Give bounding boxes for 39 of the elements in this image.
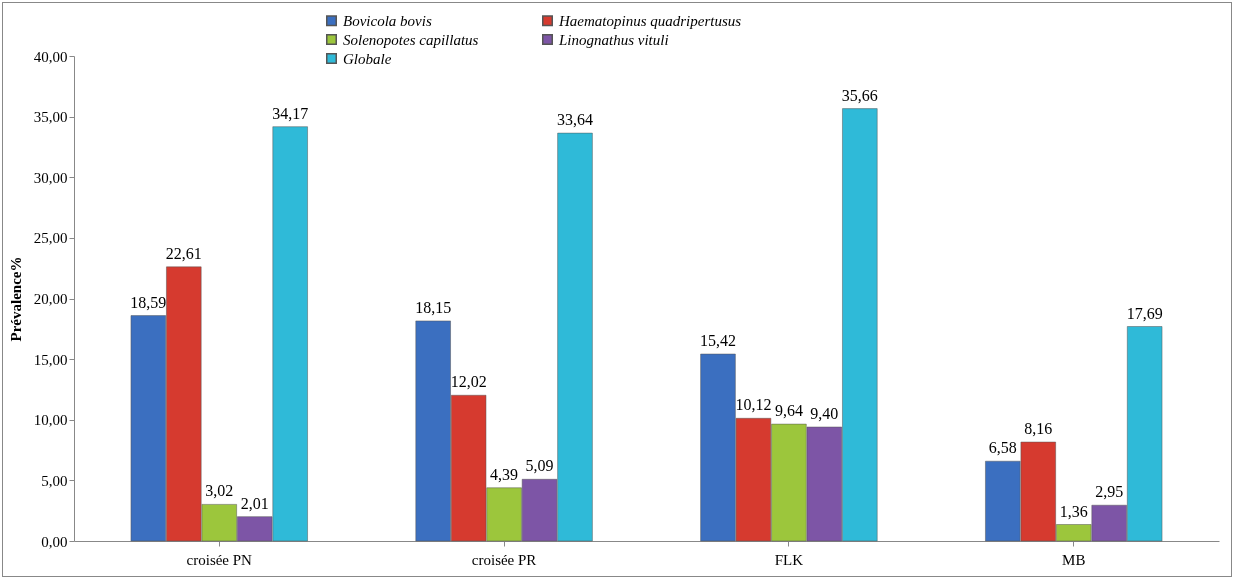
- y-tick-label: 35,00: [33, 109, 68, 126]
- y-tick-label: 20,00: [33, 291, 68, 307]
- legend-label: Linognathus vituli: [558, 31, 669, 48]
- data-label: 9,64: [774, 402, 803, 420]
- data-label: 5,09: [525, 457, 554, 475]
- data-label: 2,01: [240, 494, 269, 512]
- y-tick-label: 30,00: [33, 169, 68, 186]
- data-label: 35,66: [841, 86, 878, 104]
- legend-label: Globale: [343, 50, 392, 67]
- data-label: 10,12: [735, 396, 772, 414]
- data-label: 17,69: [1126, 304, 1163, 322]
- data-label: 34,17: [272, 104, 309, 122]
- y-axis-title: Prévalence%: [7, 256, 24, 342]
- y-tick-label: 25,00: [33, 230, 68, 247]
- legend-label: Haematopinus quadripertusus: [558, 12, 742, 29]
- data-label: 4,39: [490, 465, 519, 483]
- y-tick-label: 5,00: [41, 472, 68, 489]
- data-label: 15,42: [699, 332, 736, 350]
- y-tick-label: 0,00: [41, 533, 68, 550]
- data-label: 3,02: [205, 482, 234, 500]
- x-tick-label: croisée PN: [186, 551, 253, 568]
- x-tick-label: MB: [1062, 551, 1086, 568]
- x-tick-label: FLK: [774, 551, 804, 568]
- legend-label: Bovicola bovis: [343, 12, 432, 29]
- data-label: 6,58: [988, 439, 1017, 457]
- data-label: 9,40: [810, 405, 839, 423]
- data-label: 33,64: [557, 111, 594, 129]
- y-tick-label: 10,00: [33, 412, 68, 429]
- data-label: 22,61: [165, 244, 202, 262]
- x-tick-label: croisée PR: [471, 551, 537, 568]
- data-label: 8,16: [1024, 420, 1053, 438]
- y-tick-label: 15,00: [33, 351, 68, 368]
- data-label: 12,02: [450, 373, 487, 391]
- y-tick-label: 40,00: [33, 48, 68, 65]
- data-label: 1,36: [1059, 502, 1088, 520]
- data-label: 2,95: [1095, 483, 1124, 501]
- legend-label: Solenopotes capillatus: [343, 31, 479, 48]
- data-label: 18,59: [130, 293, 167, 311]
- data-label: 18,15: [415, 298, 452, 316]
